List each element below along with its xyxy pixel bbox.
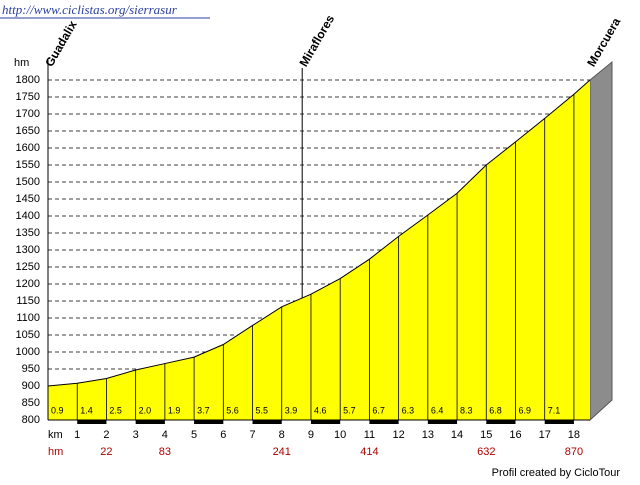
gradient-label: 4.6 bbox=[314, 405, 327, 415]
x-tick-label: 14 bbox=[451, 429, 463, 441]
gradient-label: 7.1 bbox=[548, 405, 561, 415]
side-wall bbox=[589, 60, 613, 422]
x-tick-label: 15 bbox=[480, 429, 492, 441]
km-segment bbox=[77, 420, 107, 424]
y-tick-label: 1200 bbox=[16, 278, 40, 290]
credit: Profil created by CicloTour bbox=[492, 467, 621, 479]
y-tick-label: 1350 bbox=[16, 227, 40, 239]
y-tick-label: 1700 bbox=[16, 108, 40, 120]
elevation-area bbox=[48, 80, 590, 420]
elevation-line bbox=[47, 79, 591, 387]
x-tick-label: 2 bbox=[103, 429, 109, 441]
gradient-label: 2.5 bbox=[109, 405, 122, 415]
y-tick-label: 800 bbox=[22, 414, 40, 426]
climb-label: 241 bbox=[273, 446, 291, 458]
x-tick-label: 6 bbox=[220, 429, 226, 441]
climb-label: 414 bbox=[360, 446, 378, 458]
y-tick-label: 1750 bbox=[16, 91, 40, 103]
km-segment bbox=[369, 420, 399, 424]
place-name: Miraflores bbox=[296, 12, 337, 69]
x-tick-label: 8 bbox=[279, 429, 285, 441]
place-name: Morcuera bbox=[584, 15, 623, 69]
gradient-label: 6.3 bbox=[402, 405, 415, 415]
y-tick-label: 950 bbox=[22, 363, 40, 375]
y-tick-label: 1500 bbox=[16, 176, 40, 188]
x-tick-label: 7 bbox=[249, 429, 255, 441]
y-tick-label: 1550 bbox=[16, 159, 40, 171]
y-tick-label: 1400 bbox=[16, 210, 40, 222]
y-tick-label: 1450 bbox=[16, 193, 40, 205]
y-tick-label: 900 bbox=[22, 380, 40, 392]
x-tick-label: 10 bbox=[334, 429, 346, 441]
x-tick-label: 11 bbox=[364, 429, 375, 441]
x-tick-label: 5 bbox=[191, 429, 197, 441]
climb-label: 22 bbox=[100, 446, 112, 458]
y-unit: hm bbox=[14, 57, 29, 69]
km-segment bbox=[252, 420, 282, 424]
climb-label: 870 bbox=[565, 446, 583, 458]
y-tick-label: 1050 bbox=[16, 329, 40, 341]
km-segment bbox=[310, 420, 341, 424]
x-tick-label: 16 bbox=[509, 429, 521, 441]
gradient-label: 5.5 bbox=[256, 405, 269, 415]
x-tick-label: 12 bbox=[392, 429, 404, 441]
km-segment bbox=[135, 420, 165, 424]
km-segment bbox=[427, 420, 458, 424]
url: http://www.ciclistas.org/sierrasur bbox=[2, 2, 178, 17]
gradient-label: 3.7 bbox=[197, 405, 210, 415]
km-segment bbox=[486, 420, 516, 424]
y-tick-label: 1650 bbox=[16, 125, 40, 137]
x-tick-label: 9 bbox=[308, 429, 314, 441]
climb-label: 83 bbox=[159, 446, 171, 458]
y-tick-label: 1250 bbox=[16, 261, 40, 273]
place-name: Guadalix bbox=[42, 18, 80, 69]
x-unit: km bbox=[48, 429, 63, 441]
x-tick-label: 4 bbox=[162, 429, 168, 441]
gradient-label: 8.3 bbox=[460, 405, 473, 415]
y-tick-label: 1300 bbox=[16, 244, 40, 256]
x-tick-label: 3 bbox=[133, 429, 139, 441]
gradient-label: 6.9 bbox=[518, 405, 531, 415]
x-tick-label: 13 bbox=[422, 429, 434, 441]
gradient-label: 3.9 bbox=[285, 405, 298, 415]
gradient-label: 6.4 bbox=[431, 405, 444, 415]
km-segment bbox=[194, 420, 224, 424]
gradient-label: 0.9 bbox=[51, 405, 64, 415]
gradient-label: 1.4 bbox=[80, 405, 93, 415]
gradient-label: 6.7 bbox=[372, 405, 385, 415]
y-tick-label: 1150 bbox=[16, 295, 40, 307]
x-tick-label: 17 bbox=[539, 429, 551, 441]
gradient-label: 6.8 bbox=[489, 405, 502, 415]
y-tick-label: 850 bbox=[22, 397, 40, 409]
y-tick-label: 1100 bbox=[16, 312, 40, 324]
y-tick-label: 1600 bbox=[16, 142, 40, 154]
x-tick-label: 18 bbox=[568, 429, 580, 441]
gradient-label: 2.0 bbox=[139, 405, 152, 415]
gradient-label: 5.7 bbox=[343, 405, 356, 415]
climb-unit: hm bbox=[48, 446, 63, 458]
x-tick-label: 1 bbox=[74, 429, 80, 441]
y-tick-label: 1800 bbox=[16, 74, 40, 86]
y-tick-label: 1000 bbox=[16, 346, 40, 358]
gradient-label: 5.6 bbox=[226, 405, 239, 415]
gradient-label: 1.9 bbox=[168, 405, 181, 415]
km-segment bbox=[544, 420, 574, 424]
climb-label: 632 bbox=[477, 446, 495, 458]
